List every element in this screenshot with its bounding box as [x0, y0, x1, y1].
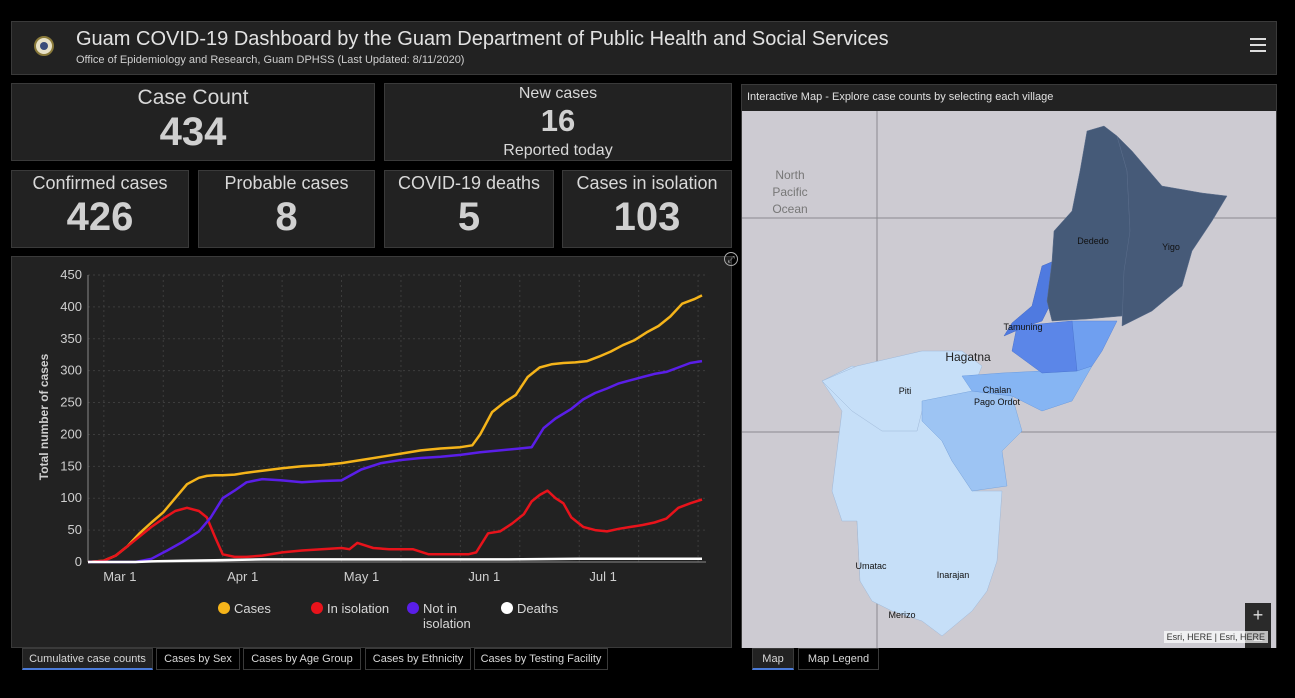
legend-label-line2: isolation	[423, 616, 471, 631]
series-line-cases[interactable]	[88, 295, 702, 562]
legend-label[interactable]: Not in	[423, 601, 457, 616]
legend-swatch	[501, 602, 513, 614]
y-tick-label: 350	[60, 331, 82, 346]
legend-label[interactable]: In isolation	[327, 601, 389, 616]
case-count-indicator[interactable]: Case Count 434	[11, 83, 375, 161]
confirmed-cases-indicator[interactable]: Confirmed cases 426	[11, 170, 189, 248]
probable-cases-indicator[interactable]: Probable cases 8	[198, 170, 375, 248]
expand-chart-icon[interactable]: ⤢	[724, 252, 738, 266]
map-label-yigo: Yigo	[1162, 242, 1180, 252]
legend-label[interactable]: Cases	[234, 601, 271, 616]
map-label-inarajan: Inarajan	[937, 570, 970, 580]
tab-cumulative-case-counts[interactable]: Cumulative case counts	[22, 648, 153, 670]
map-label-tamuning: Tamuning	[1003, 322, 1042, 332]
y-axis-label: Total number of cases	[37, 353, 51, 480]
tab-cases-by-testing-facility[interactable]: Cases by Testing Facility	[474, 648, 608, 670]
dashboard-header: Guam COVID-19 Dashboard by the Guam Depa…	[11, 21, 1277, 75]
hamburger-menu-icon[interactable]	[1250, 38, 1266, 52]
guam-seal-icon	[34, 36, 54, 56]
map-label-piti: Piti	[899, 386, 912, 396]
map-label-chalan: Chalan	[983, 385, 1012, 395]
tab-map[interactable]: Map	[752, 648, 794, 670]
deaths-indicator[interactable]: COVID-19 deaths 5	[384, 170, 554, 248]
village-mangilao-shape[interactable]	[1072, 321, 1117, 371]
x-tick-label: Jun 1	[468, 569, 500, 584]
deaths-label: COVID-19 deaths	[385, 173, 553, 194]
y-tick-label: 50	[68, 522, 82, 537]
zoom-in-button[interactable]: +	[1245, 603, 1271, 628]
probable-cases-label: Probable cases	[199, 173, 374, 194]
legend-swatch	[311, 602, 323, 614]
probable-cases-value: 8	[199, 195, 374, 240]
y-tick-label: 250	[60, 395, 82, 410]
map-label-dededo: Dededo	[1077, 236, 1109, 246]
map-label-merizo: Merizo	[888, 610, 915, 620]
isolation-indicator[interactable]: Cases in isolation 103	[562, 170, 732, 248]
x-tick-label: May 1	[344, 569, 379, 584]
ocean-label-line2: Pacific	[772, 185, 807, 199]
series-line-in-isolation[interactable]	[88, 491, 702, 562]
legend-swatch	[407, 602, 419, 614]
village-dededo-shape[interactable]	[1047, 126, 1130, 321]
map-label-umatac: Umatac	[855, 561, 887, 571]
interactive-map-panel: Interactive Map - Explore case counts by…	[741, 84, 1277, 648]
dashboard-title: Guam COVID-19 Dashboard by the Guam Depa…	[76, 28, 889, 51]
y-tick-label: 150	[60, 458, 82, 473]
map-title: Interactive Map - Explore case counts by…	[747, 91, 1053, 103]
new-cases-label: New cases	[385, 85, 731, 103]
map-label-hagatna: Hagatna	[945, 350, 991, 364]
map-attribution: Esri, HERE | Esri, HERE	[1164, 631, 1268, 643]
legend-swatch	[218, 602, 230, 614]
tab-cases-by-age-group[interactable]: Cases by Age Group	[243, 648, 361, 670]
isolation-value: 103	[563, 195, 731, 240]
ocean-label-line1: North	[775, 168, 804, 182]
confirmed-cases-value: 426	[12, 195, 188, 240]
village-yigo-shape[interactable]	[1117, 136, 1227, 326]
deaths-value: 5	[385, 195, 553, 240]
y-tick-label: 200	[60, 426, 82, 441]
y-tick-label: 450	[60, 267, 82, 282]
y-tick-label: 400	[60, 299, 82, 314]
tab-cases-by-ethnicity[interactable]: Cases by Ethnicity	[365, 648, 471, 670]
new-cases-value: 16	[385, 103, 731, 139]
tab-map-legend[interactable]: Map Legend	[798, 648, 879, 670]
isolation-label: Cases in isolation	[563, 173, 731, 194]
case-count-label: Case Count	[12, 86, 374, 110]
new-cases-indicator[interactable]: New cases 16 Reported today	[384, 83, 732, 161]
tab-cases-by-sex[interactable]: Cases by Sex	[156, 648, 240, 670]
legend-label[interactable]: Deaths	[517, 601, 559, 616]
x-tick-label: Jul 1	[589, 569, 616, 584]
y-tick-label: 0	[75, 554, 82, 569]
y-tick-label: 300	[60, 363, 82, 378]
cumulative-cases-chart-panel: 0 50 100 150 200 250 300 350 400 450 Mar 1 Apr 1 Ma…	[11, 256, 732, 648]
map-label-pago-ordot: Pago Ordot	[974, 397, 1021, 407]
x-tick-label: Mar 1	[103, 569, 136, 584]
new-cases-subtext: Reported today	[385, 142, 731, 160]
cumulative-cases-chart[interactable]: 0 50 100 150 200 250 300 350 400 450 Mar 1 Apr 1 Ma…	[12, 257, 731, 647]
confirmed-cases-label: Confirmed cases	[12, 173, 188, 194]
x-tick-label: Apr 1	[227, 569, 258, 584]
dashboard-subtitle: Office of Epidemiology and Research, Gua…	[76, 54, 464, 66]
village-map[interactable]: North Pacific Ocean Dededo Yigo Tamuning…	[742, 111, 1276, 648]
ocean-label-line3: Ocean	[772, 202, 807, 216]
y-tick-label: 100	[60, 490, 82, 505]
case-count-value: 434	[12, 110, 374, 155]
